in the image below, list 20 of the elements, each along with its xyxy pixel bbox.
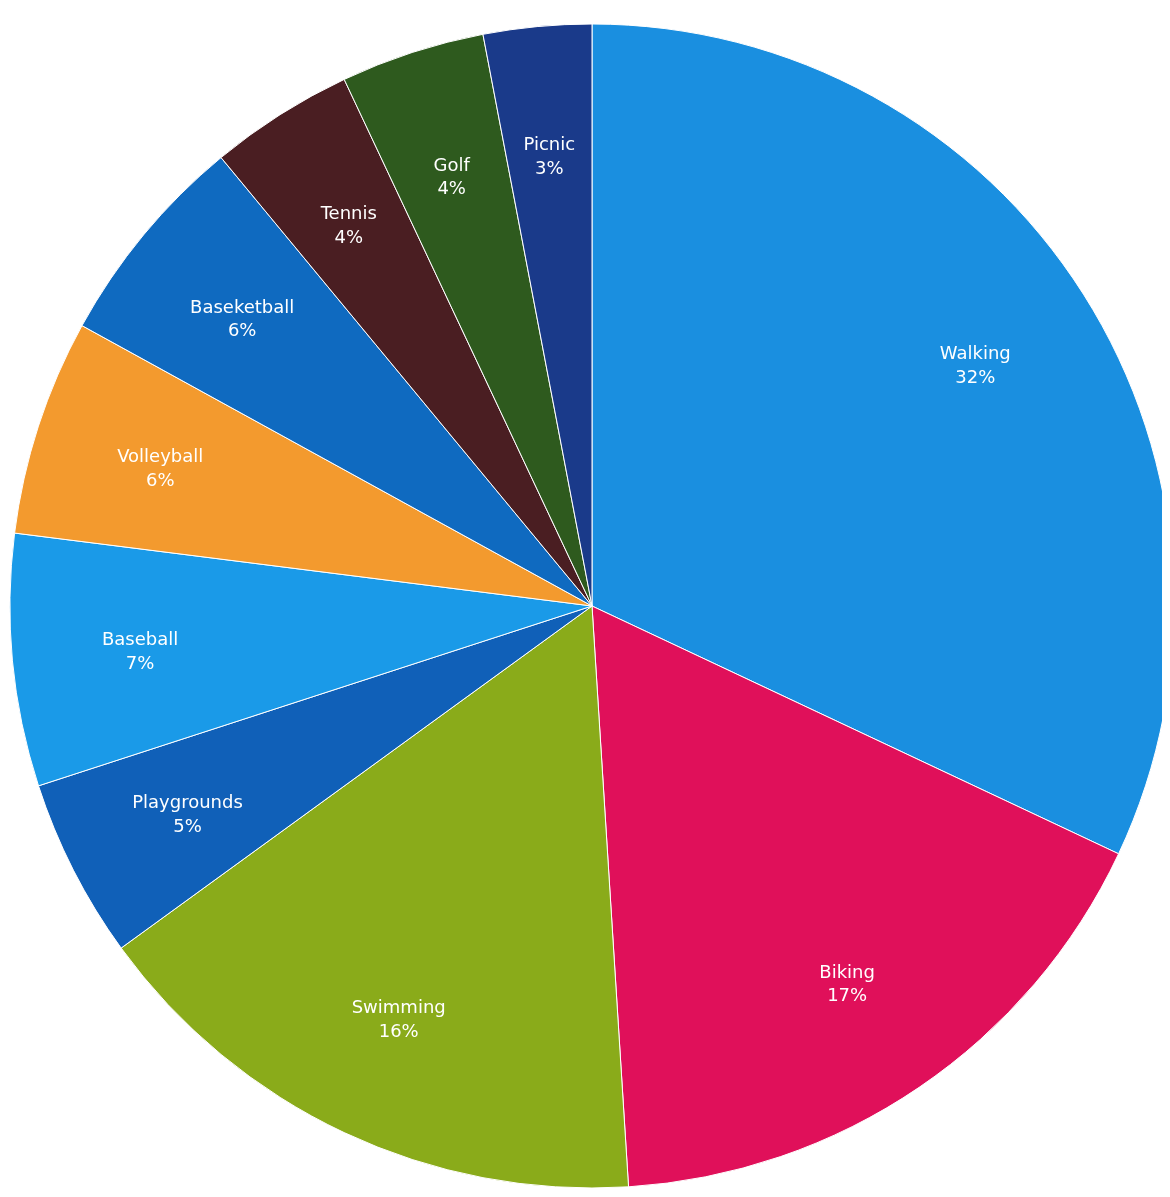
- data-label: 5%: [173, 814, 202, 836]
- slice-label: Picnic: [523, 133, 576, 155]
- data-label: 4%: [334, 225, 364, 247]
- slice-label: Golf: [433, 153, 471, 175]
- slice-label: Tennis: [319, 202, 377, 224]
- data-label: 32%: [955, 365, 996, 387]
- data-label: 6%: [227, 319, 257, 341]
- slice-label: Baseball: [101, 628, 179, 650]
- data-label: 3%: [535, 156, 564, 178]
- slice-label: Volleyball: [117, 445, 204, 467]
- slice-label: Walking: [939, 342, 1011, 364]
- slice-label: Baseketball: [190, 296, 295, 318]
- data-label: 6%: [145, 468, 175, 490]
- slice-label: Swimming: [351, 996, 446, 1018]
- data-label: 7%: [125, 651, 155, 673]
- slice-label: Biking: [819, 960, 875, 982]
- data-label: 17%: [827, 984, 868, 1006]
- data-label: 16%: [378, 1019, 419, 1041]
- slice-label: Playgrounds: [132, 791, 243, 813]
- data-label: 4%: [437, 177, 466, 199]
